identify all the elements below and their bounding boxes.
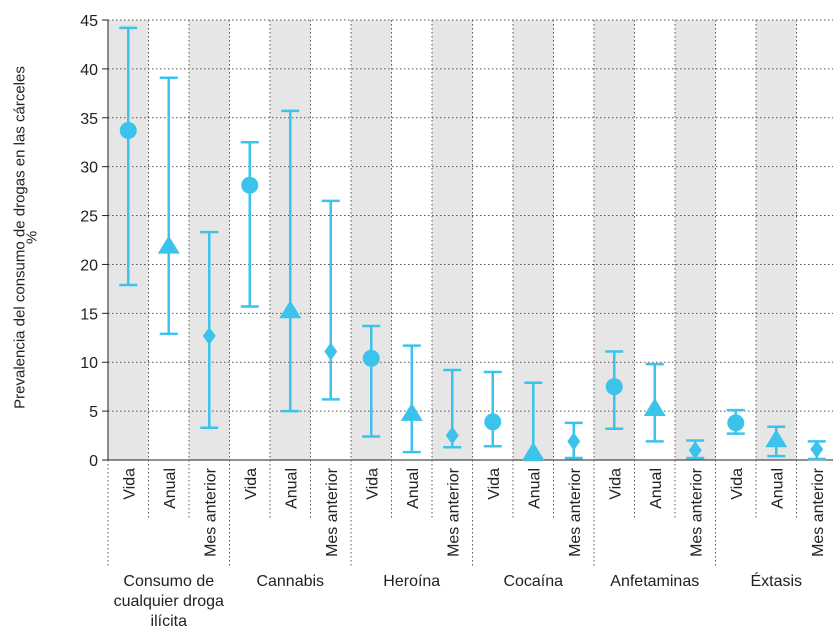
category-label: Anual bbox=[162, 468, 179, 509]
category-label: Anual bbox=[526, 468, 543, 509]
marker-mes-anterior bbox=[324, 342, 337, 360]
category-label: Anual bbox=[648, 468, 665, 509]
category-label: Vida bbox=[607, 468, 624, 500]
grid-band bbox=[675, 20, 716, 460]
y-tick-label: 35 bbox=[80, 111, 98, 128]
y-tick-label: 25 bbox=[80, 209, 98, 226]
category-label: Vida bbox=[121, 468, 138, 500]
category-label: Anual bbox=[283, 468, 300, 509]
category-label: Vida bbox=[364, 468, 381, 500]
marker-mes-anterior bbox=[810, 440, 823, 458]
marker-vida bbox=[120, 122, 137, 139]
y-tick-label: 5 bbox=[89, 404, 98, 421]
grid-band bbox=[756, 20, 797, 460]
group-label: Anfetaminas bbox=[596, 572, 714, 592]
category-label: Mes anterior bbox=[810, 467, 827, 557]
category-label: Anual bbox=[405, 468, 422, 509]
y-tick-label: 15 bbox=[80, 306, 98, 323]
category-label: Vida bbox=[486, 468, 503, 500]
y-tick-label: 0 bbox=[89, 453, 98, 470]
category-label: Mes anterior bbox=[445, 467, 462, 557]
group-label: Éxtasis bbox=[718, 572, 833, 592]
marker-vida bbox=[363, 350, 380, 367]
category-label: Vida bbox=[729, 468, 746, 500]
y-tick-label: 20 bbox=[80, 257, 98, 274]
marker-vida bbox=[606, 378, 623, 395]
group-label: Heroína bbox=[353, 572, 471, 592]
category-label: Mes anterior bbox=[567, 467, 584, 557]
y-tick-label: 45 bbox=[80, 13, 98, 30]
marker-vida bbox=[727, 414, 744, 431]
group-label: Cocaína bbox=[475, 572, 593, 592]
marker-anual bbox=[401, 403, 423, 421]
y-tick-label: 30 bbox=[80, 160, 98, 177]
marker-vida bbox=[241, 177, 258, 194]
marker-mes-anterior bbox=[567, 432, 580, 450]
category-label: Mes anterior bbox=[324, 467, 341, 557]
category-label: Vida bbox=[243, 468, 260, 500]
category-label: Mes anterior bbox=[202, 467, 219, 557]
group-label: Consumo de cualquier droga ilícita bbox=[110, 572, 228, 632]
marker-vida bbox=[484, 413, 501, 430]
marker-anual bbox=[644, 398, 666, 416]
y-tick-label: 10 bbox=[80, 355, 98, 372]
marker-anual bbox=[158, 236, 180, 254]
category-label: Mes anterior bbox=[688, 467, 705, 557]
y-tick-label: 40 bbox=[80, 62, 98, 79]
group-label: Cannabis bbox=[232, 572, 350, 592]
category-label: Anual bbox=[769, 468, 786, 509]
